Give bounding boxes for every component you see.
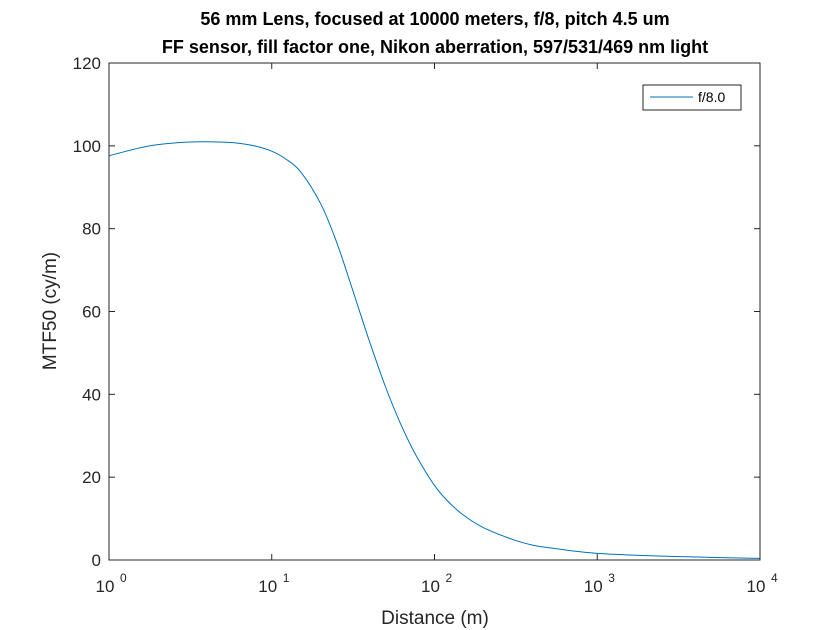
y-axis-ticks: 0 20 40 60 80 100 120	[73, 54, 760, 570]
x-axis-label: Distance (m)	[381, 608, 489, 629]
series-line-0	[108, 141, 761, 559]
y-tick-label-5: 100	[73, 137, 101, 156]
chart-title-line-1: 56 mm Lens, focused at 10000 meters, f/8…	[200, 9, 669, 29]
y-tick-label-0: 0	[92, 551, 101, 570]
y-axis-label: MTF50 (cy/m)	[40, 252, 61, 370]
x-tick-label-1: 10	[258, 577, 277, 596]
plot-box	[108, 62, 761, 561]
legend-label-f8: f/8.0	[698, 89, 725, 105]
x-tick-label-2: 10	[421, 577, 440, 596]
series-layer	[108, 141, 761, 559]
x-axis-ticks: 10 0 10 1 10 2 10 3 10 4	[96, 63, 778, 596]
x-tick-exponent-2: 2	[446, 571, 453, 585]
x-tick-label-0: 10	[96, 577, 115, 596]
legend: f/8.0	[642, 84, 742, 111]
x-tick-label-4: 10	[747, 577, 766, 596]
x-tick-exponent-3: 3	[608, 571, 615, 585]
x-tick-exponent-4: 4	[771, 571, 778, 585]
y-tick-label-3: 60	[82, 303, 101, 322]
y-tick-label-6: 120	[73, 54, 101, 73]
chart-title-line-2: FF sensor, fill factor one, Nikon aberra…	[162, 37, 708, 57]
plot-area	[109, 63, 760, 560]
x-tick-label-3: 10	[584, 577, 603, 596]
y-tick-label-4: 80	[82, 220, 101, 239]
y-tick-label-2: 40	[82, 385, 101, 404]
x-tick-exponent-1: 1	[283, 571, 290, 585]
y-tick-label-1: 20	[82, 468, 101, 487]
x-tick-exponent-0: 0	[120, 571, 127, 585]
